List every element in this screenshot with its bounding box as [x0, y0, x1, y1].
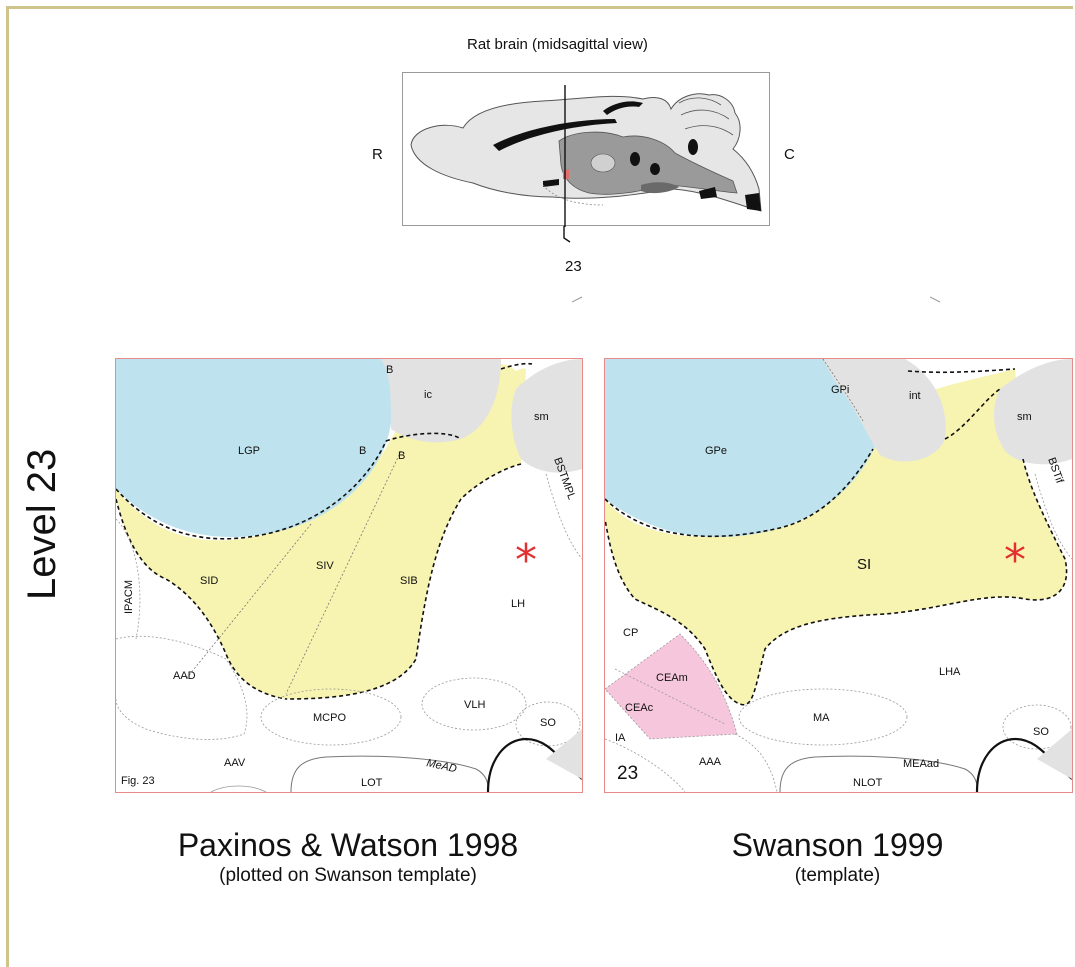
label-int: int [909, 390, 921, 402]
level-label: Level 23 [20, 448, 64, 600]
label-siv: SIV [316, 560, 334, 572]
label-ia: IA [615, 732, 626, 744]
label-ceam: CEAm [656, 672, 688, 684]
paxinos-watson-panel: * LGP B B B ic sm BSTMPL SID SIV SIB LH … [115, 358, 583, 793]
section-level-number: 23 [565, 258, 582, 275]
label-b1: B [386, 364, 393, 376]
highlight-asterisk-left: * [515, 535, 537, 586]
label-meaad: MEAad [903, 758, 939, 770]
section-line-tail [563, 226, 571, 243]
caudal-label: C [784, 146, 795, 163]
rostral-label: R [372, 146, 383, 163]
label-aad: AAD [173, 670, 196, 682]
label-sib: SIB [400, 575, 418, 587]
label-nlot: NLOT [853, 777, 883, 789]
label-gpi: GPi [831, 384, 849, 396]
brain-title: Rat brain (midsagittal view) [467, 36, 648, 53]
guide-tick-left [572, 296, 583, 303]
label-lgp: LGP [238, 445, 260, 457]
label-mead: MeAD [425, 757, 457, 775]
highlight-asterisk-right: * [1004, 535, 1026, 586]
left-caption: Paxinos & Watson 1998 (plotted on Swanso… [115, 826, 581, 888]
level-number-label: 23 [617, 763, 638, 784]
label-lh: LH [511, 598, 525, 610]
label-ic: ic [424, 389, 432, 401]
label-so-left: SO [540, 717, 556, 729]
label-ceac: CEAc [625, 702, 654, 714]
label-cp: CP [623, 627, 638, 639]
label-lha: LHA [939, 666, 961, 678]
swanson-panel: * GPe GPi int sm BSTif SI CP CEAm CEAc I… [604, 358, 1073, 793]
right-caption-subtitle: (template) [794, 865, 881, 886]
figure-number-label: Fig. 23 [121, 775, 155, 787]
left-caption-subtitle: (plotted on Swanson template) [219, 865, 477, 886]
guide-tick-right [930, 296, 941, 303]
paxinos-watson-map: * LGP B B B ic sm BSTMPL SID SIV SIB LH … [116, 359, 582, 792]
label-sm-left: sm [534, 411, 549, 423]
label-ma: MA [813, 712, 830, 724]
label-sid: SID [200, 575, 218, 587]
right-caption-title: Swanson 1999 [731, 827, 944, 863]
label-mcpo: MCPO [313, 712, 346, 724]
left-caption-title: Paxinos & Watson 1998 [177, 827, 519, 863]
swanson-map: * GPe GPi int sm BSTif SI CP CEAm CEAc I… [605, 359, 1072, 792]
figure-frame [6, 6, 1073, 967]
label-sm-right: sm [1017, 411, 1032, 423]
label-b3: B [398, 450, 405, 462]
label-so-right: SO [1033, 726, 1049, 738]
label-gpe: GPe [705, 445, 727, 457]
label-b2: B [359, 445, 366, 457]
label-lot: LOT [361, 777, 383, 789]
label-aav: AAV [224, 757, 246, 769]
label-ipacm: IPACM [123, 580, 135, 614]
label-vlh: VLH [464, 699, 485, 711]
right-caption: Swanson 1999 (template) [604, 826, 1071, 888]
label-aaa: AAA [699, 756, 722, 768]
brain-sagittal-drawing [410, 85, 762, 227]
label-si: SI [857, 556, 871, 573]
brain-sagittal-view [402, 72, 770, 227]
